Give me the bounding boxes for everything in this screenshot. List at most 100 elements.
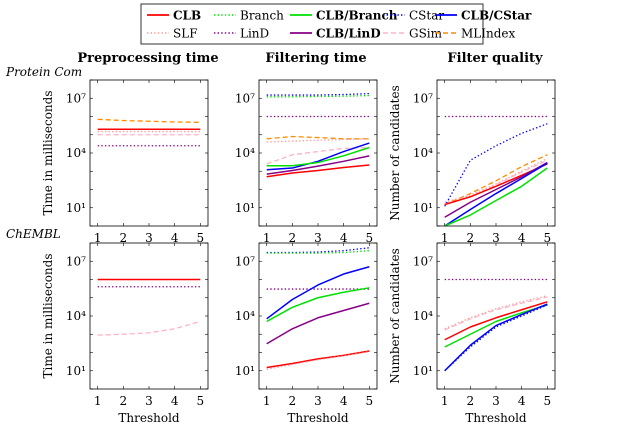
series-line-clb	[444, 301, 548, 341]
x-tick-label: 5	[196, 394, 204, 408]
series-line-clb-branch	[266, 146, 370, 167]
y-tick-label: 10⁴	[235, 146, 255, 160]
series-line-slf	[266, 351, 370, 370]
series-line-gsim	[266, 146, 370, 165]
series-group	[97, 278, 201, 336]
legend-label-gsim: GSim	[409, 27, 443, 41]
legend-box	[140, 3, 484, 45]
y-tick-label: 10⁴	[66, 146, 86, 160]
series-line-branch	[266, 250, 370, 254]
series-line-slf	[444, 295, 548, 330]
x-tick-label: 4	[171, 231, 179, 245]
series-line-clb-cstar	[266, 266, 370, 320]
series-line-clb-branch	[266, 287, 370, 323]
panel-protein-com-preprocessing-time: 1 2 3 4 5 10¹ 10⁴ 10⁷ Time in milliseconds	[41, 79, 209, 245]
plot-frame	[436, 242, 556, 390]
series-line-clb-lind	[266, 155, 370, 175]
y-tick-label: 10⁷	[235, 91, 255, 105]
plot-frame	[89, 79, 209, 227]
series-line-clb	[266, 350, 370, 369]
x-tick-label: 1	[441, 394, 449, 408]
titles: Preprocessing time Filtering time Filter q…	[5, 51, 543, 241]
x-axis-label: Threshold	[465, 411, 527, 424]
x-tick-label: 3	[492, 394, 500, 408]
series-line-cstar	[266, 92, 370, 96]
x-tick-label: 4	[340, 231, 348, 245]
legend-label-clb-branch: CLB/Branch	[316, 9, 398, 23]
series-line-mlindex	[444, 154, 548, 206]
series-line-mlindex	[266, 135, 370, 140]
x-tick-label: 3	[314, 231, 322, 245]
series-group	[266, 247, 370, 370]
column-title-preprocessing-time: Preprocessing time	[77, 51, 218, 66]
plot-frame	[436, 79, 556, 227]
series-line-cstar	[266, 247, 370, 254]
y-tick-label: 10¹	[235, 201, 255, 215]
legend-label-slf: SLF	[173, 27, 198, 41]
y-tick-label: 10⁴	[413, 146, 433, 160]
x-tick-label: 2	[467, 394, 475, 408]
x-tick-label: 4	[518, 394, 526, 408]
legend-label-clb-lind: CLB/LinD	[316, 27, 381, 41]
series-line-clb-cstar	[266, 142, 370, 171]
x-tick-label: 2	[120, 394, 128, 408]
series-line-branch	[266, 94, 370, 98]
y-axis-label: Time in milliseconds	[41, 253, 55, 378]
x-tick-label: 2	[289, 394, 297, 408]
y-tick-label: 10⁴	[66, 309, 86, 323]
series-line-clb-cstar	[444, 303, 548, 372]
x-tick-label: 4	[171, 394, 179, 408]
x-tick-label: 5	[365, 394, 373, 408]
legend-label-mlindex: MLIndex	[461, 27, 516, 41]
legend-label-clb-cstar: CLB/CStar	[461, 9, 532, 23]
x-tick-label: 5	[365, 231, 373, 245]
panel-protein-com-filter-quality: 1 2 3 4 5 10¹ 10⁴ 10⁷ Number of candidates	[388, 79, 556, 245]
series-line-clb-lind	[266, 302, 370, 345]
x-tick-label: 1	[263, 394, 271, 408]
x-tick-label: 3	[145, 394, 153, 408]
series-group	[444, 115, 548, 226]
panels: 1 2 3 4 5 10¹ 10⁴ 10⁷ Time in milliseconds 1 2 3 4 5 1…	[41, 79, 556, 424]
x-tick-label: 2	[120, 231, 128, 245]
panel-chembl-filtering-time: 1 2 3 4 5 10¹ 10⁴ 10⁷ Threshold	[235, 242, 378, 424]
legend-label-cstar: CStar	[409, 9, 444, 23]
x-tick-label: 1	[94, 231, 102, 245]
row-title-chembl: ChEMBL	[6, 227, 61, 241]
series-line-clb-lind	[444, 161, 548, 218]
series-line-clb-branch	[444, 304, 548, 348]
y-axis-label: Number of candidates	[388, 248, 402, 383]
x-axis-label: Threshold	[118, 411, 180, 424]
x-tick-label: 1	[441, 231, 449, 245]
x-tick-label: 2	[289, 231, 297, 245]
panel-chembl-filter-quality: 1 2 3 4 5 10¹ 10⁴ 10⁷ Number of candidates Thresh…	[388, 242, 556, 424]
series-line-clb-cstar	[444, 162, 548, 226]
y-tick-label: 10¹	[66, 201, 86, 215]
legend-label-branch: Branch	[240, 9, 284, 23]
legend: CLB Branch CLB/Branch CStar CLB/CStar SLF LinD…	[140, 3, 532, 45]
y-tick-label: 10⁴	[413, 309, 433, 323]
y-tick-label: 10⁷	[413, 254, 433, 268]
column-title-filter-quality: Filter quality	[447, 51, 543, 66]
series-line-mlindex	[97, 118, 201, 123]
column-title-filtering-time: Filtering time	[265, 51, 366, 66]
x-tick-label: 3	[145, 231, 153, 245]
series-line-cstar	[444, 304, 548, 372]
y-tick-label: 10¹	[413, 364, 433, 378]
x-tick-label: 4	[518, 231, 526, 245]
series-line-cstar	[444, 123, 548, 207]
series-group	[97, 118, 201, 147]
series-line-slf	[266, 138, 370, 143]
series-line-clb	[266, 164, 370, 178]
panel-chembl-preprocessing-time: 1 2 3 4 5 10¹ 10⁴ 10⁷ Time in milliseconds Thresh…	[41, 242, 209, 424]
y-tick-label: 10⁷	[413, 91, 433, 105]
x-tick-label: 3	[492, 231, 500, 245]
y-axis-label: Time in milliseconds	[41, 90, 55, 215]
x-tick-label: 3	[314, 394, 322, 408]
x-tick-label: 1	[263, 231, 271, 245]
plot-frame	[89, 242, 209, 390]
y-axis-label: Number of candidates	[388, 85, 402, 220]
y-tick-label: 10⁷	[235, 254, 255, 268]
y-tick-label: 10⁷	[66, 254, 86, 268]
series-line-gsim	[444, 296, 548, 331]
